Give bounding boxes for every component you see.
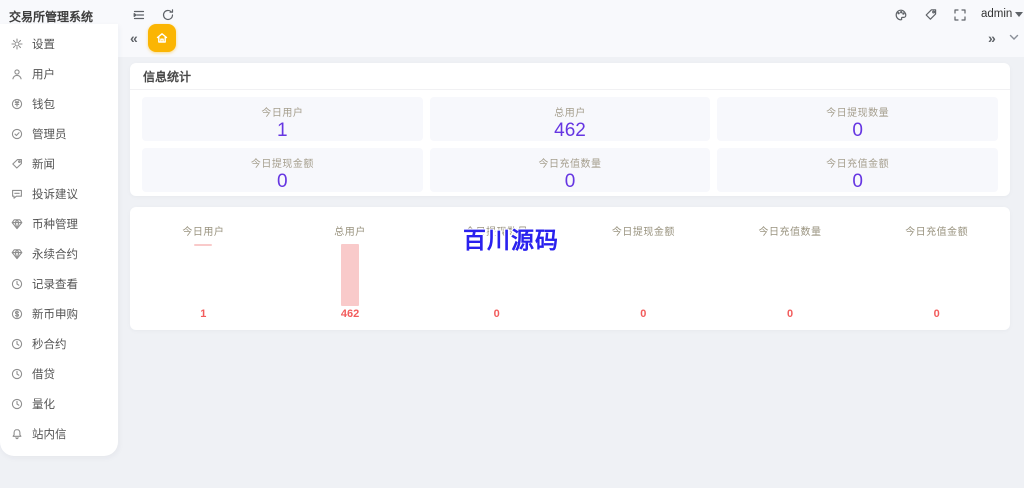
chart-category-label: 今日用户: [182, 227, 225, 238]
sidebar-item-admins[interactable]: 管理员: [0, 119, 118, 149]
stat-label: 今日充值数量: [538, 159, 602, 170]
sidebar-item-news[interactable]: 新闻: [0, 149, 118, 179]
sidebar-item-label: 投诉建议: [32, 189, 78, 201]
gem-icon: [11, 219, 23, 230]
stat-value: 1: [277, 120, 288, 141]
chart-category-label: 今日提现金额: [611, 227, 675, 238]
sidebar-item-lending[interactable]: 借贷: [0, 359, 118, 389]
stat-box-today-users: 今日用户 1: [142, 97, 423, 141]
fullscreen-icon[interactable]: [952, 7, 968, 23]
stat-value: 0: [564, 171, 576, 192]
chart-category-label: 今日充值数量: [758, 227, 822, 238]
sidebar-item-label: 借贷: [32, 369, 55, 381]
chart-column: 今日提现金额 0: [570, 207, 717, 330]
stat-box-today-withdraw-count: 今日提现数量 0: [717, 97, 998, 141]
stat-label: 总用户: [554, 108, 586, 119]
chart-value-label: 0: [786, 308, 794, 320]
stat-value: 0: [277, 171, 288, 192]
chart-column: 今日提现数量 0: [423, 207, 570, 330]
chart-value-label: 0: [493, 308, 500, 320]
badge-check-icon: [11, 128, 23, 140]
tag-icon[interactable]: [923, 7, 939, 23]
stat-value: 462: [554, 120, 586, 141]
sidebar-item-messages[interactable]: 站内信: [0, 419, 118, 449]
chart-category-label: 今日充值金额: [905, 227, 969, 238]
sidebar-item-quant[interactable]: 量化: [0, 389, 118, 419]
tabs-dropdown-icon[interactable]: [1008, 30, 1020, 48]
sidebar-item-label: 记录查看: [32, 279, 78, 291]
chart-value-label: 0: [933, 308, 940, 320]
app-title: 交易所管理系统: [9, 10, 94, 24]
stats-card: 信息统计 今日用户 1 总用户 462 今日提现数量 0 今日提现金额 0 今日…: [130, 63, 1010, 196]
gem-icon: [11, 249, 23, 260]
chat-icon: [12, 189, 22, 199]
chart-value-label: 1: [200, 308, 207, 320]
chart-column: 今日充值金额 0: [863, 207, 1010, 330]
chart-value-label: 0: [640, 308, 647, 320]
sidebar-item-users[interactable]: 用户: [0, 59, 118, 89]
home-icon: [156, 33, 168, 43]
stat-value: 0: [852, 120, 863, 141]
stats-grid: 今日用户 1 总用户 462 今日提现数量 0 今日提现金额 0 今日充值数量 …: [130, 90, 1010, 199]
sidebar-item-label: 新币申购: [32, 309, 78, 321]
clock-icon: [11, 338, 23, 350]
stat-label: 今日提现金额: [250, 159, 314, 170]
sidebar-item-wallet[interactable]: 钱包: [0, 89, 118, 119]
sidebar: 设置 用户 钱包 管理员 新闻 投诉建议 币种管理 永续合约 记录查看 新币申购…: [0, 24, 118, 456]
chart-column: 总用户 462: [277, 207, 424, 330]
sidebar-item-label: 币种管理: [32, 219, 78, 231]
sidebar-item-feedback[interactable]: 投诉建议: [0, 179, 118, 209]
stat-value: 0: [852, 171, 863, 192]
sidebar-item-label: 量化: [32, 399, 55, 411]
chart-column: 今日充值数量 0: [717, 207, 864, 330]
sidebar-item-label: 钱包: [32, 99, 55, 111]
sidebar-item-records[interactable]: 记录查看: [0, 269, 118, 299]
stats-bar-chart: 今日用户 1 总用户 462 今日提现数量 0 今日提现金额 0 今日充值数量 …: [130, 207, 1010, 330]
chart-column: 今日用户 1: [130, 207, 277, 330]
sidebar-item-new-coin[interactable]: 新币申购: [0, 299, 118, 329]
palette-icon[interactable]: [893, 7, 909, 23]
user-menu-label: admin: [981, 8, 1013, 20]
sidebar-item-coins[interactable]: 币种管理: [0, 209, 118, 239]
stat-box-today-deposit-count: 今日充值数量 0: [429, 148, 711, 192]
menu-fold-icon[interactable]: [131, 7, 147, 23]
sidebar-item-label: 永续合约: [32, 249, 78, 261]
tabs-scroll-left-icon[interactable]: «: [130, 30, 138, 46]
sidebar-item-label: 设置: [32, 39, 55, 51]
stat-box-today-withdraw-amount: 今日提现金额 0: [142, 148, 423, 192]
sidebar-item-second-contract[interactable]: 秒合约: [0, 329, 118, 359]
clock-icon: [11, 398, 23, 410]
sidebar-item-label: 秒合约: [32, 339, 67, 351]
chart-bar: [341, 244, 359, 306]
refresh-icon[interactable]: [160, 7, 176, 23]
tabs-scroll-right-icon[interactable]: »: [988, 30, 996, 46]
clock-icon: [11, 368, 23, 380]
gear-icon: [11, 38, 23, 50]
coin-icon: [11, 98, 23, 110]
sidebar-item-label: 新闻: [32, 159, 55, 171]
sidebar-item-label: 站内信: [32, 429, 67, 441]
clock-icon: [11, 278, 23, 290]
chart-category-label: 总用户: [334, 227, 366, 238]
bell-icon: [12, 429, 22, 440]
tab-home[interactable]: [148, 24, 176, 52]
stat-label: 今日提现数量: [826, 108, 890, 119]
stat-box-total-users: 总用户 462: [429, 97, 711, 141]
sidebar-item-perpetual[interactable]: 永续合约: [0, 239, 118, 269]
sidebar-item-settings[interactable]: 设置: [0, 29, 118, 59]
user-menu[interactable]: admin: [981, 8, 1024, 20]
chart-category-label: 今日提现数量: [465, 227, 529, 238]
chart-value-label: 462: [340, 308, 360, 320]
sidebar-item-label: 管理员: [32, 129, 67, 141]
stat-label: 今日用户: [261, 108, 304, 119]
tag-icon: [12, 159, 22, 169]
chevron-down-icon: [1015, 12, 1024, 17]
dollar-coin-icon: [11, 308, 23, 320]
stat-label: 今日充值金额: [826, 159, 890, 170]
chart-bar: [194, 244, 213, 246]
user-icon: [12, 69, 22, 80]
stat-box-today-deposit-amount: 今日充值金额 0: [717, 148, 998, 192]
sidebar-item-label: 用户: [32, 69, 55, 81]
stats-card-title: 信息统计: [130, 63, 1010, 90]
